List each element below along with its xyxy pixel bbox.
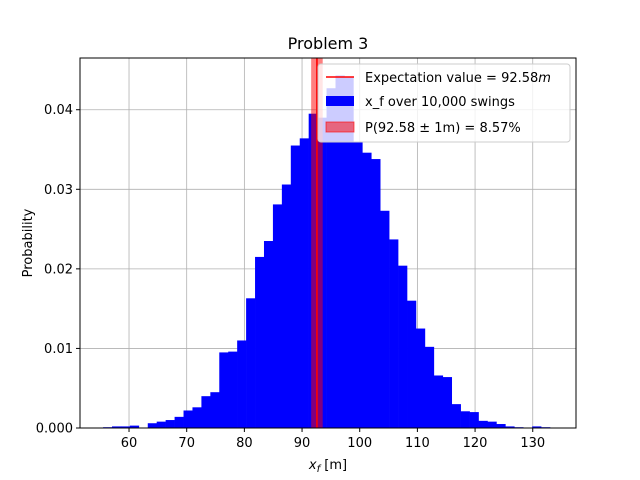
x-axis-label: xf [m] (308, 458, 347, 475)
plot-frame (79, 57, 577, 429)
legend-histogram-swatch (326, 96, 354, 106)
y-axis-ticks: 0.000 0.01 0.02 0.03 0.04 (36, 103, 80, 437)
y-tick-label: 0.03 (44, 183, 73, 198)
histogram-bar (246, 298, 256, 428)
x-axis-ticks: 60 70 80 90 100 110 120 130 (121, 428, 545, 451)
histogram-bar (532, 426, 542, 428)
histogram-bar (290, 145, 301, 428)
histogram-bar (407, 300, 417, 428)
legend-histogram-label: x_f over 10,000 swings (365, 95, 515, 110)
histogram-bar (299, 138, 309, 428)
histogram-bar (112, 426, 122, 428)
x-tick-label: 60 (121, 436, 138, 451)
histogram-bar (389, 239, 399, 428)
histogram-bar (362, 152, 372, 428)
x-tick-label: 70 (178, 436, 195, 451)
x-tick-label: 100 (347, 436, 372, 451)
histogram-bar (398, 265, 408, 428)
histogram-bar (237, 340, 247, 428)
y-axis-label: Probability (21, 208, 36, 277)
histogram-bar (255, 256, 265, 428)
histogram-bar (156, 421, 166, 428)
histogram-bar (433, 375, 444, 428)
legend-band-swatch (325, 121, 355, 133)
histogram-bar (380, 210, 390, 428)
legend-band-label: P(92.58 ± 1m) = 8.57% (365, 121, 521, 136)
histogram-bar (469, 412, 479, 428)
histogram-bar (147, 423, 158, 428)
histogram-bar (228, 351, 238, 428)
histogram-bar (505, 426, 515, 428)
histogram-bar (281, 184, 292, 428)
histogram-bars (103, 75, 551, 429)
x-tick-label: 110 (405, 436, 430, 451)
legend-expectation-label: Expectation value = 92.58m (365, 71, 551, 86)
histogram-bar (478, 420, 488, 428)
histogram-bar (174, 416, 184, 428)
histogram-bar (442, 377, 453, 428)
histogram-bar (120, 426, 131, 428)
histogram-bar (219, 352, 229, 428)
x-tick-label: 90 (294, 436, 311, 451)
x-axis-label-main: x (308, 458, 317, 473)
y-tick-label: 0.04 (44, 103, 73, 118)
chart-title: Problem 3 (288, 34, 369, 53)
histogram-bar (335, 75, 345, 429)
y-tick-label: 0.000 (36, 422, 73, 437)
legend: Expectation value = 92.58m x_f over 10,0… (317, 63, 571, 143)
histogram-bar (165, 420, 175, 428)
histogram-bar (272, 204, 283, 428)
legend-expectation-prefix: Expectation value = 92.58 (365, 71, 538, 86)
histogram-bar (192, 407, 202, 428)
x-tick-label: 120 (463, 436, 488, 451)
legend-expectation-unit: m (538, 71, 551, 86)
histogram-bar (344, 77, 354, 428)
legend-box (317, 63, 571, 143)
histogram-bar (129, 425, 140, 428)
y-tick-label: 0.01 (44, 342, 73, 357)
x-axis-label-sub: f (317, 464, 322, 475)
histogram-bar (353, 141, 363, 428)
histogram-bar (415, 328, 426, 428)
y-tick-label: 0.02 (44, 262, 73, 277)
histogram-bar (263, 241, 274, 428)
x-tick-label: 80 (236, 436, 253, 451)
histogram-bar (201, 396, 211, 428)
histogram-bar (371, 159, 381, 428)
histogram-bar (424, 346, 435, 428)
x-axis-label-unit: [m] (320, 458, 347, 473)
histogram-bar (183, 410, 193, 428)
histogram-bar (451, 404, 461, 428)
histogram-bar (326, 88, 336, 428)
x-tick-label: 130 (520, 436, 545, 451)
histogram-bar (487, 421, 497, 428)
histogram-bar (460, 411, 470, 428)
histogram-bar (496, 424, 506, 428)
histogram-bar (210, 392, 220, 428)
